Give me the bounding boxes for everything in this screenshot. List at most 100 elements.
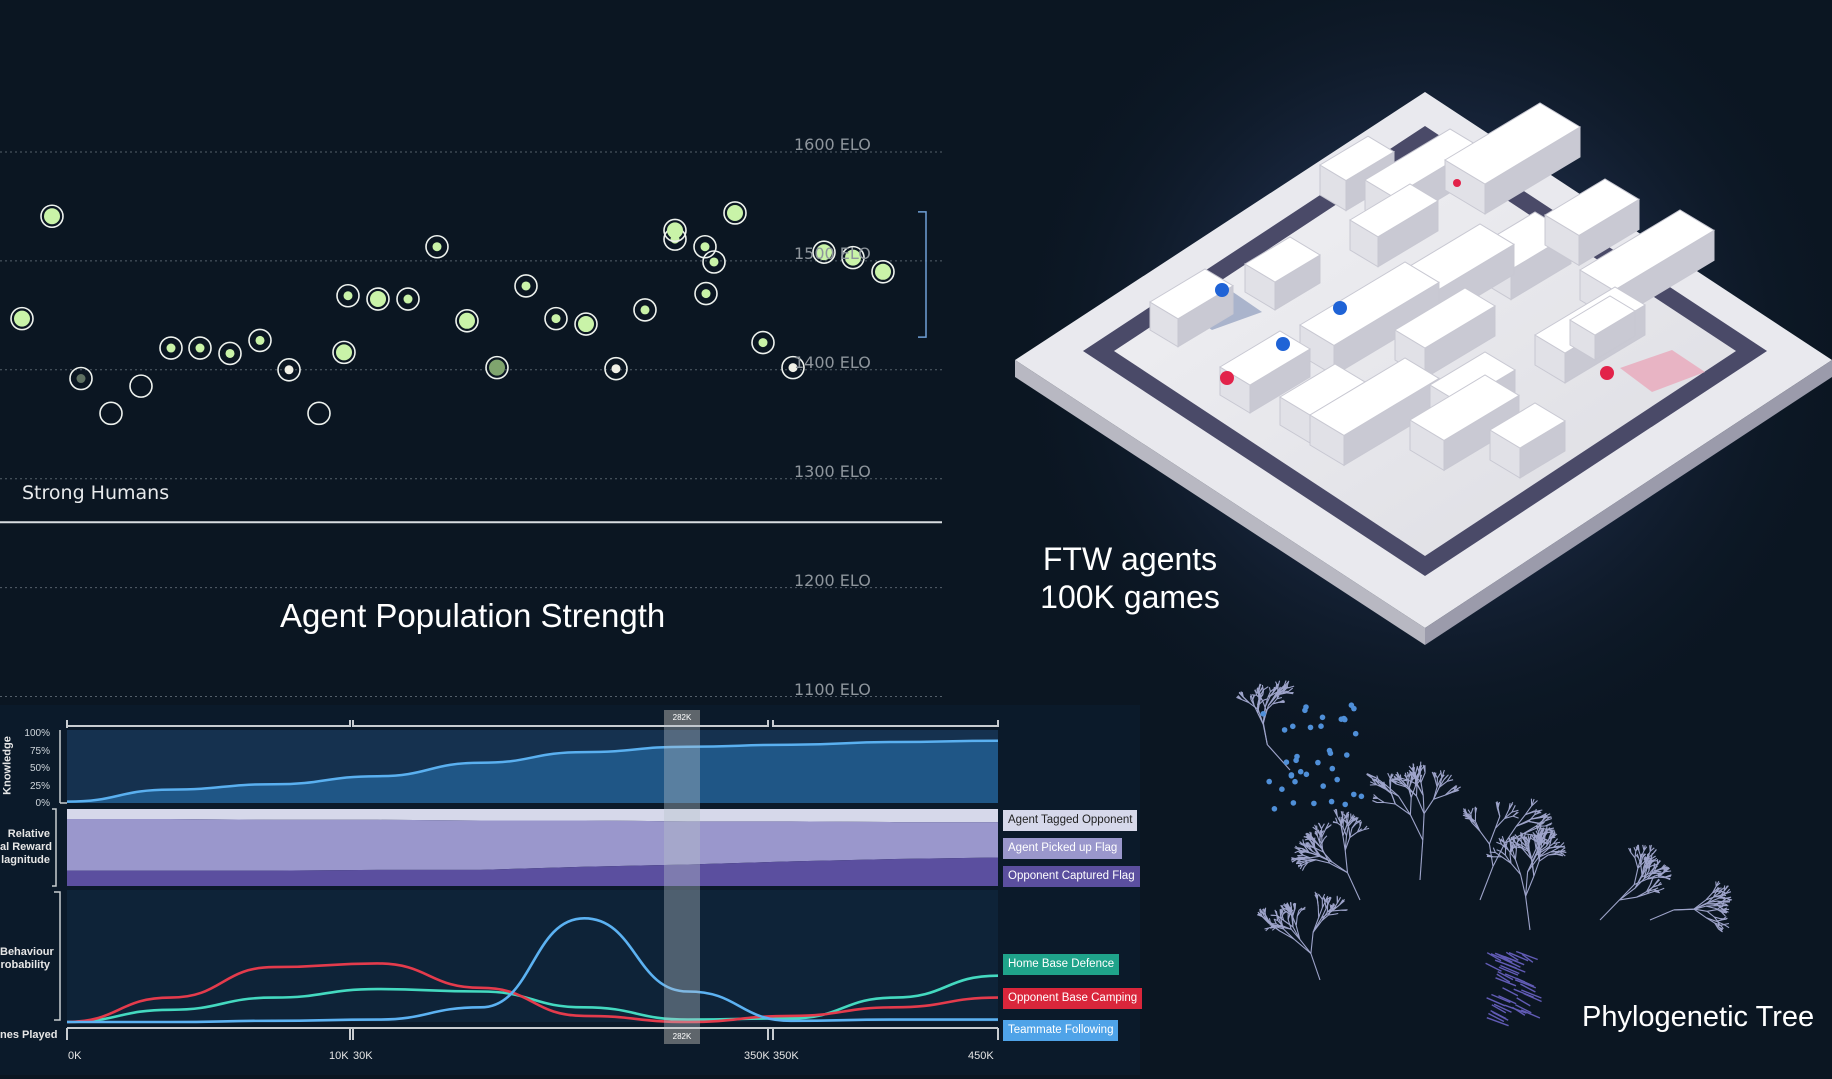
red-flag (1600, 366, 1614, 380)
reward-band-2 (67, 857, 998, 886)
behaviour-legend-item[interactable]: Teammate Following (1003, 1020, 1119, 1041)
arena-wall-block (1244, 236, 1321, 311)
tree-leaf-nodes (1260, 702, 1365, 812)
agent-point (574, 312, 598, 336)
agent-point (10, 306, 34, 331)
reward-band-0 (67, 809, 998, 823)
reward-band-1 (67, 819, 998, 871)
x-tick-label: 350K (744, 1050, 770, 1062)
behaviour-legend-item[interactable]: Opponent Base Camping (1003, 988, 1143, 1009)
phylogenetic-tree-caption: Phylogenetic Tree (1582, 1001, 1815, 1033)
x-tick-label: 450K (968, 1050, 994, 1062)
arena-wall-block (1299, 261, 1440, 377)
reward-legend-item[interactable]: Agent Tagged Opponent (1003, 810, 1138, 831)
behaviour-line-0 (66, 974, 999, 1024)
agent-point (781, 355, 805, 380)
agent-point (751, 330, 775, 355)
arena-wall-block (1444, 102, 1581, 215)
knowledge-tick-label: 25% (29, 780, 50, 792)
red-base-tiles (1620, 350, 1705, 392)
agent-point (455, 308, 479, 333)
elo-tick-label: 1100 ELO (794, 679, 871, 699)
knowledge-line (66, 739, 999, 803)
chart-title: Agent Population Strength (280, 597, 666, 634)
arena-wall-block (1349, 183, 1439, 268)
agent-point (633, 298, 657, 322)
elo-tick-label: 1600 ELO (794, 135, 871, 154)
arena-wall-block (1309, 357, 1440, 467)
selection-marker-bottom[interactable]: 282K (664, 1029, 700, 1044)
ftw-caption-line2: 100K games (1040, 579, 1220, 615)
ftw-caption-line1: FTW agents (1042, 541, 1218, 577)
x-tick-label: 0K (68, 1050, 82, 1062)
agent-point (604, 356, 628, 381)
agent-point (366, 287, 390, 311)
agent-point (332, 340, 356, 365)
behaviour-line-2 (67, 916, 998, 1024)
agent-point (485, 355, 509, 380)
elo-tick-label: 1500 ELO (794, 243, 871, 263)
top-ruler (66, 720, 999, 728)
arena-wall-block (1569, 295, 1636, 361)
red-agent (1220, 371, 1234, 385)
elo-tick-label: 1300 ELO (794, 461, 871, 481)
strong-humans-label: Strong Humans (22, 482, 170, 504)
x-tick-label: 350K (773, 1050, 799, 1062)
agent-point (702, 250, 726, 274)
arena-wall-block (1149, 268, 1234, 348)
knowledge-tick-label: 50% (29, 763, 50, 774)
reward-legend-item[interactable]: Opponent Captured Flag (1003, 866, 1140, 887)
games-played-axis-label: nes Played (0, 1029, 58, 1041)
reward-axis-label: Relative al Reward lagnitude (0, 828, 52, 866)
knowledge-tick-label: 75% (29, 745, 50, 757)
agent-point (514, 274, 538, 298)
agent-point (396, 287, 420, 311)
agent-point (248, 328, 272, 353)
knowledge-tick-label: 100% (24, 728, 50, 739)
x-tick-label: 10K (329, 1050, 349, 1062)
agent-point (693, 234, 717, 259)
agent-point (663, 218, 687, 243)
x-tick-label: 30K (353, 1050, 373, 1062)
knowledge-tick-label: 0% (35, 798, 50, 809)
agent-point (307, 401, 331, 426)
agent-point (544, 306, 568, 331)
red-agent (1453, 179, 1461, 187)
agent-point (336, 283, 360, 308)
knowledge-axis-label: Knowledge (1, 736, 14, 795)
blue-flag (1215, 283, 1229, 297)
agent-point (69, 366, 93, 391)
arena-wall-block (1544, 178, 1640, 267)
arena-wall-block (1489, 402, 1566, 479)
agent-point (723, 201, 747, 225)
behaviour-axis (54, 891, 61, 1021)
agent-point (40, 204, 64, 229)
blue-agent (1276, 337, 1290, 351)
ftw-caption: FTW agents 100K games (1015, 540, 1245, 616)
agent-point (425, 234, 449, 259)
agent-point (694, 281, 718, 306)
tree-branches (1236, 680, 1733, 981)
selection-marker-top[interactable]: 282K (664, 710, 700, 725)
blue-agent (1333, 301, 1347, 315)
tree-purple-cluster (1485, 950, 1542, 1027)
selection-band (664, 722, 700, 1027)
bottom-ruler (66, 1027, 999, 1040)
agent-point (277, 357, 301, 382)
behaviour-axis-label: Behaviour robability (0, 946, 54, 971)
elo-tick-label: 1200 ELO (794, 570, 871, 590)
reward-legend-item[interactable]: Agent Picked up Flag (1003, 838, 1123, 859)
knowledge-area (67, 740, 998, 803)
agent-point (841, 245, 865, 270)
agent-point (188, 336, 212, 360)
agent-point (99, 401, 123, 426)
elo-range-bracket (918, 211, 927, 338)
agent-point (129, 374, 153, 398)
behaviour-legend-item[interactable]: Home Base Defence (1003, 954, 1120, 975)
agent-point (218, 341, 242, 366)
elo-tick-label: 1400 ELO (794, 352, 871, 372)
